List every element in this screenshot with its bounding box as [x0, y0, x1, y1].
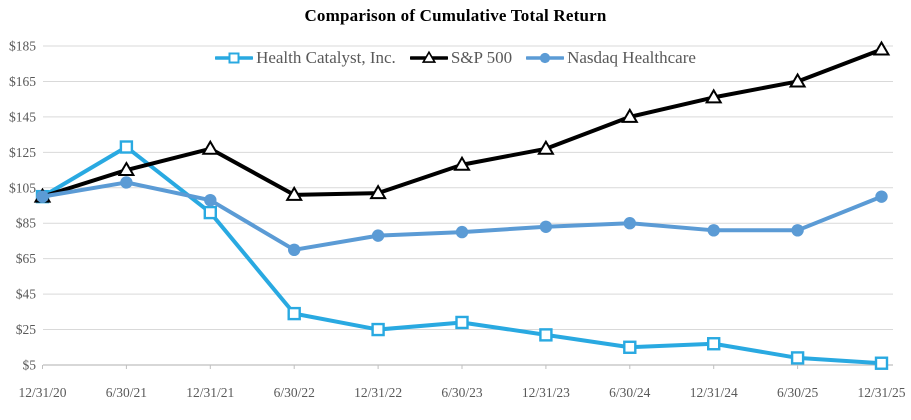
x-axis-tick-label: 12/31/21 — [186, 385, 234, 400]
data-point-marker-square — [623, 340, 637, 354]
data-point-marker-circle — [204, 193, 217, 207]
y-axis-tick-label: $5 — [23, 358, 37, 373]
data-point-marker-square — [203, 205, 218, 220]
x-axis-tick-label: 6/30/22 — [274, 385, 315, 400]
data-point-marker-triangle — [421, 50, 436, 63]
x-axis-tick-label: 6/30/25 — [777, 385, 819, 400]
data-point-marker-square — [371, 322, 385, 337]
y-axis-tick-label: $85 — [16, 216, 37, 231]
legend-label: Health Catalyst, Inc. — [256, 48, 396, 67]
x-axis-tick-label: 12/31/23 — [522, 385, 570, 400]
data-point-marker-triangle — [117, 161, 136, 177]
data-point-marker-square — [539, 328, 553, 342]
series-line-s-p-500 — [40, 47, 884, 199]
y-axis-tick-label: $185 — [9, 39, 36, 54]
data-point-marker-square — [287, 306, 301, 321]
y-axis-tick-label: $105 — [9, 180, 36, 195]
data-point-marker-circle — [539, 220, 553, 233]
data-point-marker-triangle — [285, 185, 303, 201]
x-axis-tick-label: 6/30/23 — [441, 385, 483, 400]
data-point-marker-circle — [791, 224, 804, 237]
chart-legend: Health Catalyst, Inc. S&P 500 Nasdaq Healt… — [0, 48, 911, 68]
x-axis-tick-label: 6/30/21 — [106, 385, 147, 400]
data-point-marker-square — [455, 315, 469, 330]
data-point-marker-circle — [539, 52, 551, 64]
data-point-marker-triangle — [453, 155, 471, 171]
x-axis-tick-label: 12/31/20 — [18, 385, 66, 400]
legend-marker-circle-icon — [526, 52, 565, 64]
legend-item-s-p-500: S&P 500 — [409, 48, 513, 68]
y-axis-tick-label: $145 — [9, 109, 36, 124]
data-point-marker-square — [790, 351, 805, 365]
legend-item-health-catalyst-inc: Health Catalyst, Inc. — [215, 48, 396, 68]
data-point-marker-circle — [371, 229, 385, 242]
legend-marker-triangle-icon — [409, 50, 448, 63]
series-nasdaq-healthcare — [36, 176, 888, 257]
y-axis-tick-label: $125 — [9, 145, 36, 160]
x-axis-tick-label: 12/31/25 — [857, 385, 905, 400]
legend-marker-square-icon — [215, 52, 254, 64]
data-point-marker-circle — [875, 190, 888, 203]
data-point-marker-circle — [288, 243, 301, 257]
data-point-marker-triangle — [872, 40, 891, 56]
data-point-marker-triangle — [704, 88, 723, 104]
y-axis-tick-label: $65 — [16, 251, 37, 266]
data-point-marker-circle — [36, 190, 49, 203]
series-line-nasdaq-healthcare — [40, 180, 884, 252]
data-point-marker-triangle — [537, 139, 555, 155]
data-point-marker-triangle — [621, 107, 639, 123]
data-point-marker-square — [874, 356, 889, 370]
chart-title: Comparison of Cumulative Total Return — [304, 6, 607, 25]
data-point-marker-circle — [455, 225, 469, 239]
data-point-marker-square — [228, 52, 240, 64]
y-axis-tick-label: $165 — [9, 74, 36, 89]
data-point-marker-triangle — [788, 72, 807, 88]
x-axis-tick-label: 6/30/24 — [609, 385, 651, 400]
legend-label: Nasdaq Healthcare — [567, 48, 696, 67]
legend-label: S&P 500 — [450, 48, 513, 67]
series-line-health-catalyst-inc — [40, 145, 884, 366]
data-point-marker-triangle — [369, 184, 387, 200]
x-axis-tick-label: 12/31/22 — [354, 385, 402, 400]
data-point-marker-triangle — [201, 139, 220, 155]
x-axis-tick-label: 12/31/24 — [690, 385, 738, 400]
y-axis-tick-label: $45 — [16, 287, 37, 302]
y-axis-tick-label: $25 — [16, 322, 37, 337]
data-point-marker-circle — [120, 176, 133, 189]
data-point-marker-circle — [623, 217, 636, 230]
data-point-marker-circle — [707, 224, 720, 237]
data-point-marker-square — [119, 140, 134, 154]
legend-item-nasdaq-healthcare: Nasdaq Healthcare — [526, 48, 696, 68]
series-health-catalyst-inc — [35, 140, 889, 370]
data-point-marker-square — [707, 337, 721, 351]
